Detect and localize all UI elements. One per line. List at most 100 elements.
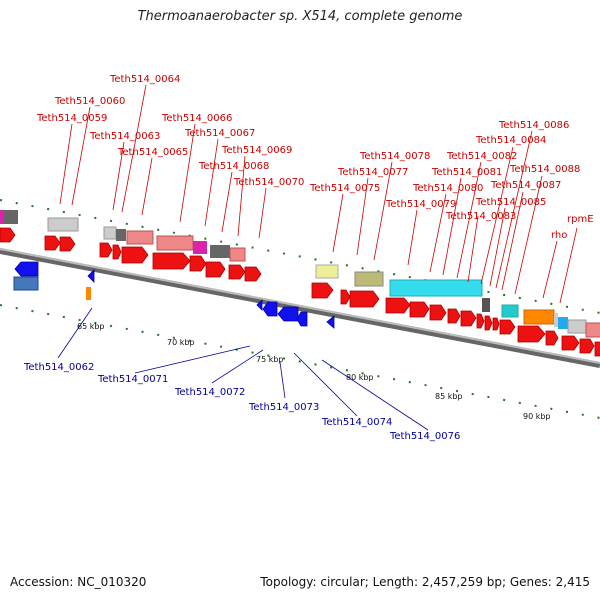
cds-arrow — [499, 319, 516, 335]
reverse-labels: Teth514_0062 Teth514_0071 Teth514_0072 T… — [23, 362, 460, 442]
gene-label-teth514-0065: Teth514_0065 — [117, 147, 188, 158]
gene-label-teth514-0067: Teth514_0067 — [184, 128, 255, 139]
cds-arrow — [460, 310, 477, 327]
cds-arrow — [256, 299, 263, 311]
gene-label-teth514-0063: Teth514_0063 — [89, 131, 160, 142]
gene-label-teth514-0066: Teth514_0066 — [161, 113, 232, 124]
gene-label-rpme: rpmE — [567, 214, 594, 225]
gene-label-teth514-0070: Teth514_0070 — [233, 177, 304, 188]
feature-block — [229, 247, 246, 262]
gene-label-teth514-0071: Teth514_0071 — [97, 374, 168, 385]
feature-block — [354, 271, 384, 287]
backbone — [0, 248, 600, 368]
cds-arrow — [447, 308, 461, 324]
gene-label-teth514-0074: Teth514_0074 — [321, 417, 392, 428]
feature-block — [389, 279, 483, 297]
feature-block — [585, 322, 600, 338]
gene-label-teth514-0078: Teth514_0078 — [359, 151, 430, 162]
feature-block — [0, 210, 18, 224]
map-title: Thermoanaerobacter sp. X514, complete ge… — [137, 9, 463, 24]
cds-arrow — [205, 261, 226, 278]
cds-arrow — [0, 227, 16, 243]
cds-arrow — [244, 266, 262, 282]
cds-arrow — [59, 236, 76, 252]
scale-label-65: 65 kbp — [77, 322, 105, 331]
cds-arrow — [409, 301, 430, 318]
gene-label-teth514-0088: Teth514_0088 — [509, 164, 580, 175]
topology-text: Topology: circular; Length: 2,457,259 bp… — [260, 575, 590, 589]
feature-block — [126, 230, 154, 245]
gene-label-teth514-0068: Teth514_0068 — [198, 161, 269, 172]
feature-block — [193, 241, 207, 254]
scale-label-80: 80 kbp — [346, 373, 374, 382]
scale-label-75: 75 kbp — [256, 355, 284, 364]
gene-label-teth514-0060: Teth514_0060 — [54, 96, 125, 107]
scale-labels: 65 kbp 70 kbp 75 kbp 80 kbp 85 kbp 90 kb… — [77, 322, 551, 421]
scale-label-85: 85 kbp — [435, 392, 463, 401]
cds-arrow — [14, 261, 39, 277]
feature-block — [47, 217, 79, 232]
cds-arrow — [579, 338, 595, 354]
feature-block — [0, 210, 4, 224]
gene-label-teth514-0064: Teth514_0064 — [109, 74, 180, 85]
cds-arrow — [99, 242, 113, 258]
cds-arrow — [476, 313, 485, 329]
gene-label-teth514-0069: Teth514_0069 — [221, 145, 292, 156]
cds-arrow — [152, 252, 191, 270]
cds-arrow — [311, 282, 334, 299]
gene-label-teth514-0086: Teth514_0086 — [498, 120, 569, 131]
gene-label-teth514-0087: Teth514_0087 — [490, 180, 561, 191]
reverse-label-leaders — [57, 307, 429, 431]
feature-block — [523, 309, 555, 325]
cds-arrow — [262, 301, 278, 317]
feature-blocks — [0, 210, 600, 338]
gene-label-teth514-0083: Teth514_0083 — [445, 211, 516, 222]
cds-arrow — [296, 311, 308, 327]
gene-label-teth514-0075: Teth514_0075 — [309, 183, 380, 194]
feature-block — [116, 229, 126, 241]
cds-arrow — [87, 269, 95, 283]
accession-text: Accession: NC_010320 — [10, 575, 147, 589]
gene-label-teth514-0080: Teth514_0080 — [412, 183, 483, 194]
cds-arrow — [517, 325, 546, 343]
scale-label-90: 90 kbp — [523, 412, 551, 421]
cds-arrow — [349, 290, 380, 308]
cds-arrow — [112, 244, 122, 260]
gene-label-teth514-0081: Teth514_0081 — [431, 167, 502, 178]
feature-block — [482, 298, 490, 312]
forward-cds-arrows — [0, 227, 600, 357]
scale-label-70: 70 kbp — [167, 338, 195, 347]
inner-tick-ring — [0, 304, 600, 419]
cds-arrow — [594, 341, 600, 357]
gene-label-teth514-0062: Teth514_0062 — [23, 362, 94, 373]
cds-arrow — [429, 304, 447, 321]
cds-arrow — [484, 315, 493, 331]
reverse-cds-arrows — [14, 261, 335, 329]
feature-block — [554, 313, 558, 327]
gene-label-teth514-0073: Teth514_0073 — [248, 402, 319, 413]
gene-label-teth514-0082: Teth514_0082 — [446, 151, 517, 162]
gene-label-rho: rho — [551, 230, 567, 241]
gene-label-teth514-0076: Teth514_0076 — [389, 431, 460, 442]
cds-arrow — [340, 289, 351, 305]
cds-arrow — [561, 335, 580, 351]
feature-block — [558, 317, 568, 329]
cds-arrow — [545, 330, 559, 346]
cds-arrow — [492, 317, 500, 331]
cds-arrow — [385, 297, 411, 314]
feature-block — [315, 264, 339, 279]
cds-arrow — [121, 246, 149, 264]
outer-tick-ring — [0, 199, 600, 314]
cds-arrow — [326, 315, 335, 329]
gene-label-teth514-0077: Teth514_0077 — [337, 167, 408, 178]
feature-block — [103, 226, 117, 240]
gene-label-teth514-0059: Teth514_0059 — [36, 113, 107, 124]
forward-label-leaders — [59, 84, 578, 304]
gene-label-teth514-0079: Teth514_0079 — [385, 199, 456, 210]
cds-arrow — [189, 255, 207, 272]
feature-block — [567, 319, 587, 334]
feature-block — [501, 304, 519, 318]
forward-labels: Teth514_0059 Teth514_0060 Teth514_0063 T… — [36, 74, 594, 241]
